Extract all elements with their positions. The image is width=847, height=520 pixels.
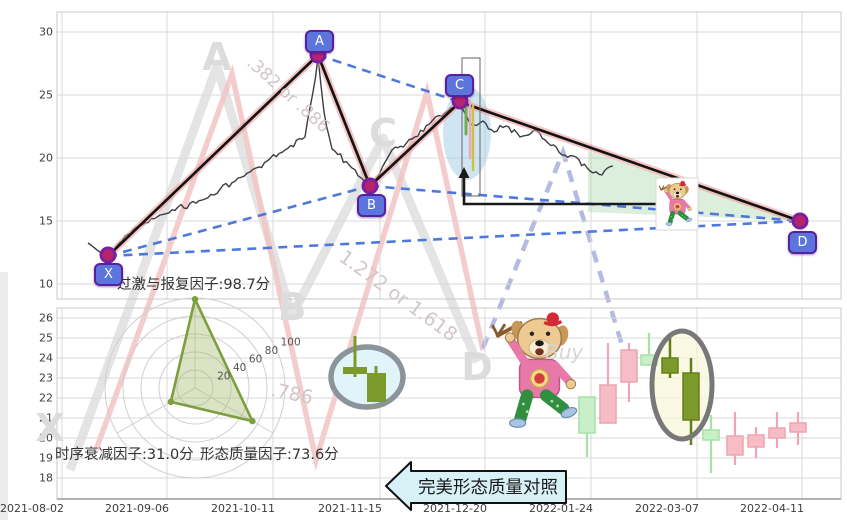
time-decay-factor-text: 时序衰减因子:31.0分	[55, 447, 194, 463]
pattern-solid-legs	[104, 51, 804, 260]
x-axis-tick: 2021-11-15	[318, 502, 382, 515]
x-axis-tick: 2021-09-06	[105, 502, 169, 515]
y-axis-tick-top: 25	[39, 88, 53, 102]
candle	[599, 384, 617, 424]
x-axis-tick: 2022-03-07	[635, 502, 699, 515]
candle	[682, 372, 700, 421]
big-dog-figure	[493, 312, 578, 427]
radar-ring-label: 100	[281, 337, 301, 349]
overreaction-factor-text: 过激与报复因子:98.7分	[117, 277, 271, 293]
banner-label: 完美形态质量对照	[418, 478, 558, 498]
price-line	[87, 56, 614, 258]
small-dog-figure	[655, 177, 699, 231]
edge-band	[0, 272, 8, 520]
x-axis-tick: 2021-10-11	[211, 502, 275, 515]
c-mini-candles	[464, 99, 475, 172]
candle-highlight-ring	[649, 328, 715, 442]
radar-ring-label: 40	[233, 362, 246, 374]
watermark-letter-c: C	[369, 111, 397, 155]
candle	[702, 429, 720, 441]
y-axis-tick-bottom: 26	[39, 311, 53, 325]
x-axis-tick: 2021-08-02	[0, 502, 64, 515]
pattern-icon-circle	[328, 336, 406, 410]
quality-factor-text: 形态质量因子:73.6分	[200, 447, 339, 463]
y-axis-tick-top: 30	[39, 25, 53, 39]
pattern-point-markers	[99, 46, 809, 264]
candle	[768, 427, 786, 439]
y-axis-tick-bottom: 22	[39, 391, 53, 405]
banner-arrow	[385, 461, 567, 511]
watermark-letter-d: D	[461, 345, 493, 389]
candle	[620, 349, 638, 383]
radar-ring-label: 80	[265, 345, 278, 357]
y-axis-tick-bottom: 19	[39, 451, 53, 465]
x-axis-tick: 2022-04-11	[740, 502, 804, 515]
y-axis-tick-top: 10	[39, 277, 53, 291]
pattern-label-d: D	[788, 231, 817, 254]
x-axis-tick: 2022-01-24	[529, 502, 593, 515]
candle	[726, 435, 744, 456]
y-axis-tick-top: 20	[39, 151, 53, 165]
watermark-letter-b: B	[277, 285, 307, 329]
radar-ring-label: 20	[217, 370, 230, 382]
candle	[661, 357, 679, 374]
watermark-letter-a: A	[202, 35, 232, 79]
x-axis-tick: 2021-12-20	[423, 502, 487, 515]
pattern-label-a: A	[305, 30, 334, 53]
pattern-label-b: B	[357, 194, 386, 217]
y-axis-tick-bottom: 23	[39, 371, 53, 385]
y-axis-tick-top: 15	[39, 214, 53, 228]
c-annotation-rect	[461, 57, 481, 197]
y-axis-tick-bottom: 20	[39, 431, 53, 445]
pattern-label-c: C	[445, 74, 474, 97]
y-axis-tick-bottom: 18	[39, 471, 53, 485]
y-axis-tick-bottom: 21	[39, 411, 53, 425]
y-axis-tick-bottom: 24	[39, 351, 53, 365]
y-axis-tick-bottom: 25	[39, 331, 53, 345]
candle	[578, 396, 596, 434]
pattern-label-x: X	[94, 263, 123, 286]
watermark-letter-x: X	[35, 406, 65, 450]
candle	[747, 434, 765, 448]
candlestick-series	[578, 333, 807, 473]
up-arrow-annotation	[458, 167, 660, 206]
radar-ring-label: 60	[249, 353, 262, 365]
candle	[789, 422, 807, 433]
watermark-buy-text: Buy	[545, 340, 584, 364]
